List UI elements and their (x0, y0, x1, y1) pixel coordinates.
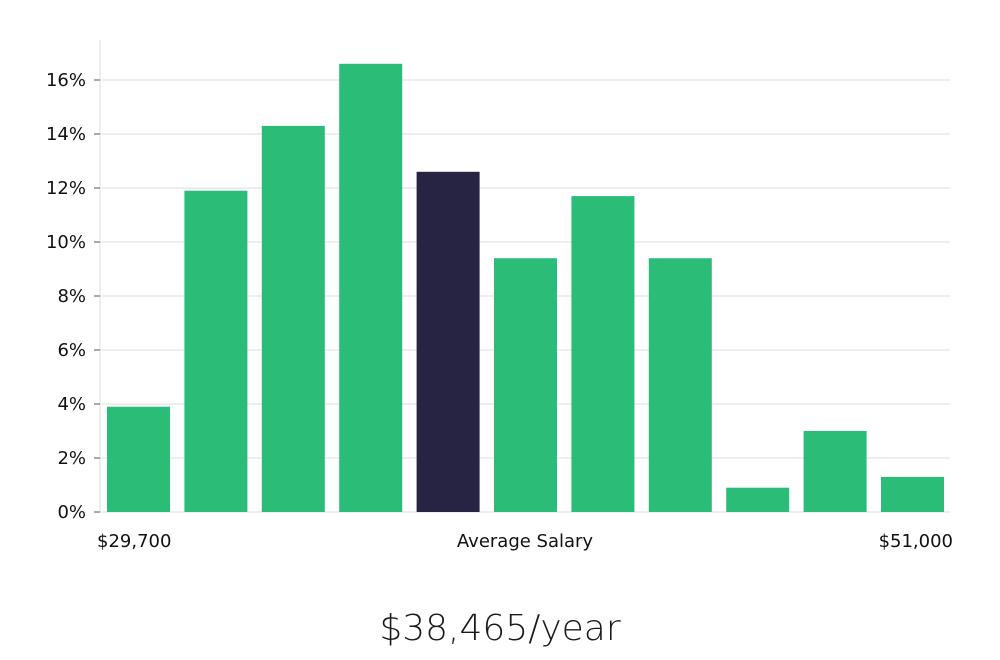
salary-histogram-chart: 0% 2% 4% 6% 8% 10% 12% 14% 16% $29,700 Average S… (46, 40, 953, 552)
bar (494, 258, 557, 512)
bar (261, 125, 325, 513)
average-salary-headline: $38,465/year (379, 608, 621, 649)
bar (571, 196, 635, 512)
y-tick-label: 8% (57, 286, 86, 307)
y-tick-label: 4% (57, 394, 86, 415)
bar (803, 431, 867, 512)
y-tick-label: 6% (57, 340, 86, 361)
bar (184, 190, 248, 512)
bar (648, 258, 712, 512)
x-center-label: Average Salary (457, 531, 594, 552)
y-tick-label: 14% (46, 124, 86, 145)
bar (881, 476, 944, 512)
bars (107, 63, 944, 513)
bar (726, 487, 790, 512)
x-right-label: $51,000 (879, 531, 953, 552)
bar (107, 406, 170, 512)
bar (339, 63, 403, 513)
x-left-label: $29,700 (97, 531, 171, 552)
y-tick-label: 2% (57, 448, 86, 469)
y-tick-label: 16% (46, 70, 86, 91)
bar-average-highlight (416, 171, 480, 513)
y-tick-label: 12% (46, 178, 86, 199)
y-tick-labels: 0% 2% 4% 6% 8% 10% 12% 14% 16% (46, 70, 86, 523)
y-tick-label: 10% (46, 232, 86, 253)
y-tick-label: 0% (57, 502, 86, 523)
